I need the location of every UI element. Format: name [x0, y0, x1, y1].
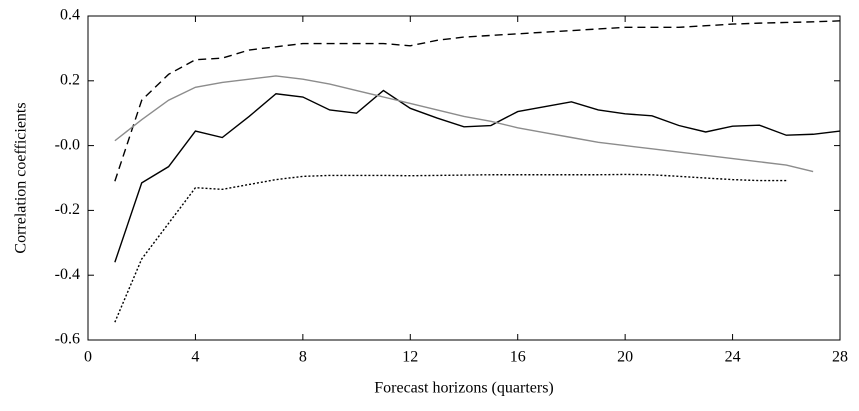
series-line: [114, 20, 841, 182]
x-tick-label: 12: [402, 349, 418, 366]
series-line: [114, 75, 814, 173]
x-tick-label: 28: [832, 349, 848, 366]
plot-frame: [87, 15, 841, 341]
y-tick-label: -0.2: [55, 201, 80, 218]
y-tick-label: -0.0: [55, 136, 80, 153]
x-tick-label: 0: [84, 349, 92, 366]
y-axis-title: Correlation coefficients: [13, 102, 30, 253]
x-tick-label: 20: [617, 349, 633, 366]
x-axis-title: Forecast horizons (quarters): [374, 380, 554, 397]
x-tick-label: 8: [299, 349, 307, 366]
y-tick-label: -0.6: [55, 331, 80, 348]
series-line: [114, 89, 841, 263]
x-tick-label: 4: [191, 349, 199, 366]
y-tick-label: 0.2: [60, 71, 80, 88]
x-tick-label: 16: [510, 349, 526, 366]
x-tick-label: 24: [725, 349, 741, 366]
series-line: [114, 173, 787, 323]
y-tick-label: -0.4: [55, 266, 80, 283]
y-tick-label: 0.4: [60, 7, 80, 24]
